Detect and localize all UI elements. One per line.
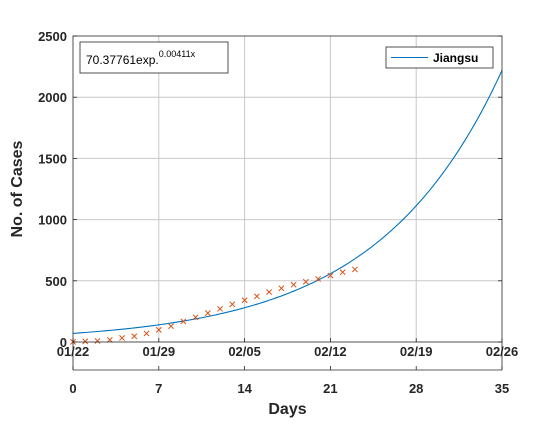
data-point-marker [327,272,334,279]
data-point-marker [253,293,260,300]
plot-background [73,36,502,342]
date-tick-label: 01/29 [143,344,176,359]
plot-frame [72,35,503,343]
data-point-marker [131,333,138,340]
data-point-marker [180,318,187,325]
data-point-marker [82,338,89,345]
data-point-marker [290,281,297,288]
day-tick-label: 0 [69,381,76,396]
date-tick-label: 02/26 [486,344,519,359]
data-point-marker [143,330,150,337]
data-point-marker [266,289,273,296]
y-tick-label: 0 [60,335,67,350]
fit-curve-jiangsu [72,70,503,334]
legend-label-jiangsu: Jiangsu [433,51,478,65]
fit-annotation: 70.37761exp.0.00411x [79,41,229,74]
date-tick-label: 02/19 [400,344,433,359]
data-point-marker [106,336,113,343]
day-tick-label: 14 [237,381,252,396]
data-point-marker [315,276,322,282]
y-tick-label: 2000 [38,90,67,105]
data-point-marker [192,314,199,321]
data-layer [70,70,503,345]
data-point-marker [229,301,236,308]
annotation-exponent: 0.00411x [159,49,196,59]
data-point-marker [204,310,211,317]
data-point-marker [241,297,248,304]
y-axis-label: No. of Cases [9,140,26,237]
y-tick-label: 1500 [38,151,67,166]
legend: Jiangsu [385,46,494,69]
data-point-marker [339,269,346,276]
data-point-marker [278,285,285,292]
data-point-marker [302,278,309,285]
day-tick-label: 21 [323,381,337,396]
day-tick-label: 28 [409,381,423,396]
y-tick-label: 2500 [38,29,67,44]
data-point-marker [217,305,224,312]
data-point-marker [351,266,358,273]
x-axis-label: Days [268,401,306,418]
day-tick-label: 7 [155,381,162,396]
y-tick-label: 500 [45,274,67,289]
day-tick-label: 35 [495,381,509,396]
annotation-base: 70.37761exp. [86,53,159,67]
grid [73,36,502,342]
data-point-marker [155,326,162,333]
legend-box [385,46,494,69]
y-tick-label: 1000 [38,213,67,228]
data-point-marker [168,323,175,330]
data-point-marker [94,337,101,344]
date-tick-label: 02/05 [228,344,261,359]
annotation-text: 70.37761exp.0.00411x [86,49,196,67]
date-tick-label: 02/12 [314,344,347,359]
annotation-box [79,41,229,74]
date-tick-label: 01/22 [57,344,90,359]
axes: 0500100015002000250001/22001/29702/05140… [9,29,518,418]
data-point-marker [119,335,125,341]
